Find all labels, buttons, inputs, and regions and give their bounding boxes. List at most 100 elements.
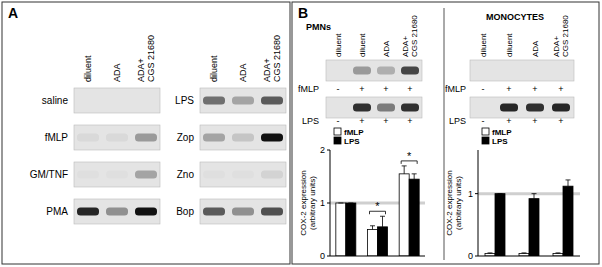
band: [401, 104, 419, 112]
error-line: [404, 166, 405, 174]
row-label: LPS: [302, 116, 319, 126]
band: [77, 97, 99, 105]
band: [106, 208, 128, 216]
panel-frame: [2, 2, 290, 264]
x-axis: [330, 256, 425, 257]
legend-swatch: [482, 137, 489, 144]
treatment-sign: +: [359, 116, 364, 126]
blot: [74, 199, 160, 224]
band: [203, 134, 225, 142]
error-cap: [348, 203, 353, 204]
band: [474, 67, 492, 75]
treatment-sign: +: [383, 116, 388, 126]
error-bar: [566, 180, 571, 186]
treatment-sign: +: [506, 84, 511, 94]
error-line: [372, 226, 373, 230]
band: [261, 171, 283, 179]
row-label: LPS: [175, 95, 194, 106]
column-header: diluent: [209, 55, 219, 82]
legend-swatch: [334, 128, 341, 135]
treatment-sign: -: [337, 116, 340, 126]
bar: [529, 199, 539, 256]
blot-group: diluentdiluentADAADA+CGS 21680-+++fMLP-+…: [298, 15, 422, 126]
error-cap: [488, 252, 493, 253]
treatment-sign: +: [506, 116, 511, 126]
band: [135, 208, 157, 216]
legend-swatch: [334, 137, 341, 144]
column-header: diluent: [479, 33, 488, 57]
treatment-sign: +: [407, 116, 412, 126]
error-bar: [370, 226, 375, 230]
bar: [409, 179, 419, 256]
column-header: ADA: [238, 63, 248, 82]
column-header: diluent: [334, 33, 343, 57]
error-bar: [380, 216, 385, 227]
band: [203, 208, 225, 216]
y-tick-label: 1: [468, 189, 473, 199]
bar: [336, 203, 346, 256]
treatment-sign: +: [359, 84, 364, 94]
band: [526, 104, 544, 112]
blot-group: diluentdiluentADAADA+CGS 21680-+++fMLP-+…: [445, 15, 574, 126]
error-line: [382, 216, 383, 227]
legend-label: fMLP: [344, 128, 364, 137]
y-axis: [478, 150, 479, 256]
row-label: PMA: [46, 206, 68, 217]
y-tick-label: 0: [320, 251, 325, 261]
error-cap: [498, 193, 503, 194]
bar: [368, 230, 378, 257]
y-tick: [475, 256, 478, 257]
axis-label: (arbitrary units): [454, 176, 463, 230]
band: [135, 97, 157, 105]
band: [135, 171, 157, 179]
row-label: fMLP: [45, 132, 69, 143]
y-tick-label: 1: [320, 198, 325, 208]
x-axis: [478, 256, 580, 257]
band: [526, 67, 544, 75]
treatment-sign: +: [558, 116, 563, 126]
blot: [74, 162, 160, 187]
band: [377, 104, 395, 112]
error-bar: [556, 252, 561, 254]
bar: [399, 174, 409, 256]
chart-title: MONOCYTES: [486, 12, 544, 22]
blot: [200, 162, 286, 187]
band: [401, 67, 419, 75]
treatment-sign: +: [532, 84, 537, 94]
plot-area: [478, 180, 580, 256]
y-tick-label: 0: [468, 251, 473, 261]
band: [329, 67, 347, 75]
error-cap: [338, 203, 343, 204]
error-cap: [566, 179, 571, 180]
column-header: ADA+: [262, 58, 272, 82]
column-header: ADA: [382, 40, 391, 57]
legend-label: LPS: [344, 137, 360, 146]
band: [232, 171, 254, 179]
blot: [74, 125, 160, 150]
column-header: diluent: [505, 33, 514, 57]
band: [77, 134, 99, 142]
error-bar: [338, 203, 343, 204]
error-bar: [498, 193, 503, 194]
band: [232, 208, 254, 216]
error-bar: [532, 194, 537, 199]
treatment-sign: -: [482, 84, 485, 94]
band: [353, 67, 371, 75]
axis-label: (arbitrary units): [308, 176, 317, 230]
axis-label: COX-2 expression: [299, 170, 308, 235]
column-header: CGS 21680: [272, 35, 282, 82]
band: [77, 208, 99, 216]
row-label: fMLP: [298, 84, 319, 94]
column-header: CGS 21680: [410, 15, 419, 57]
band: [106, 171, 128, 179]
band: [106, 97, 128, 105]
row-label: Zno: [177, 169, 195, 180]
error-cap: [532, 193, 537, 194]
treatment-sign: +: [407, 84, 412, 94]
significance-label: *: [407, 150, 412, 162]
y-tick: [327, 203, 330, 204]
chart-title: PMNs: [306, 22, 331, 32]
row-label: saline: [42, 95, 69, 106]
error-cap: [556, 252, 561, 253]
error-bar: [412, 174, 417, 179]
